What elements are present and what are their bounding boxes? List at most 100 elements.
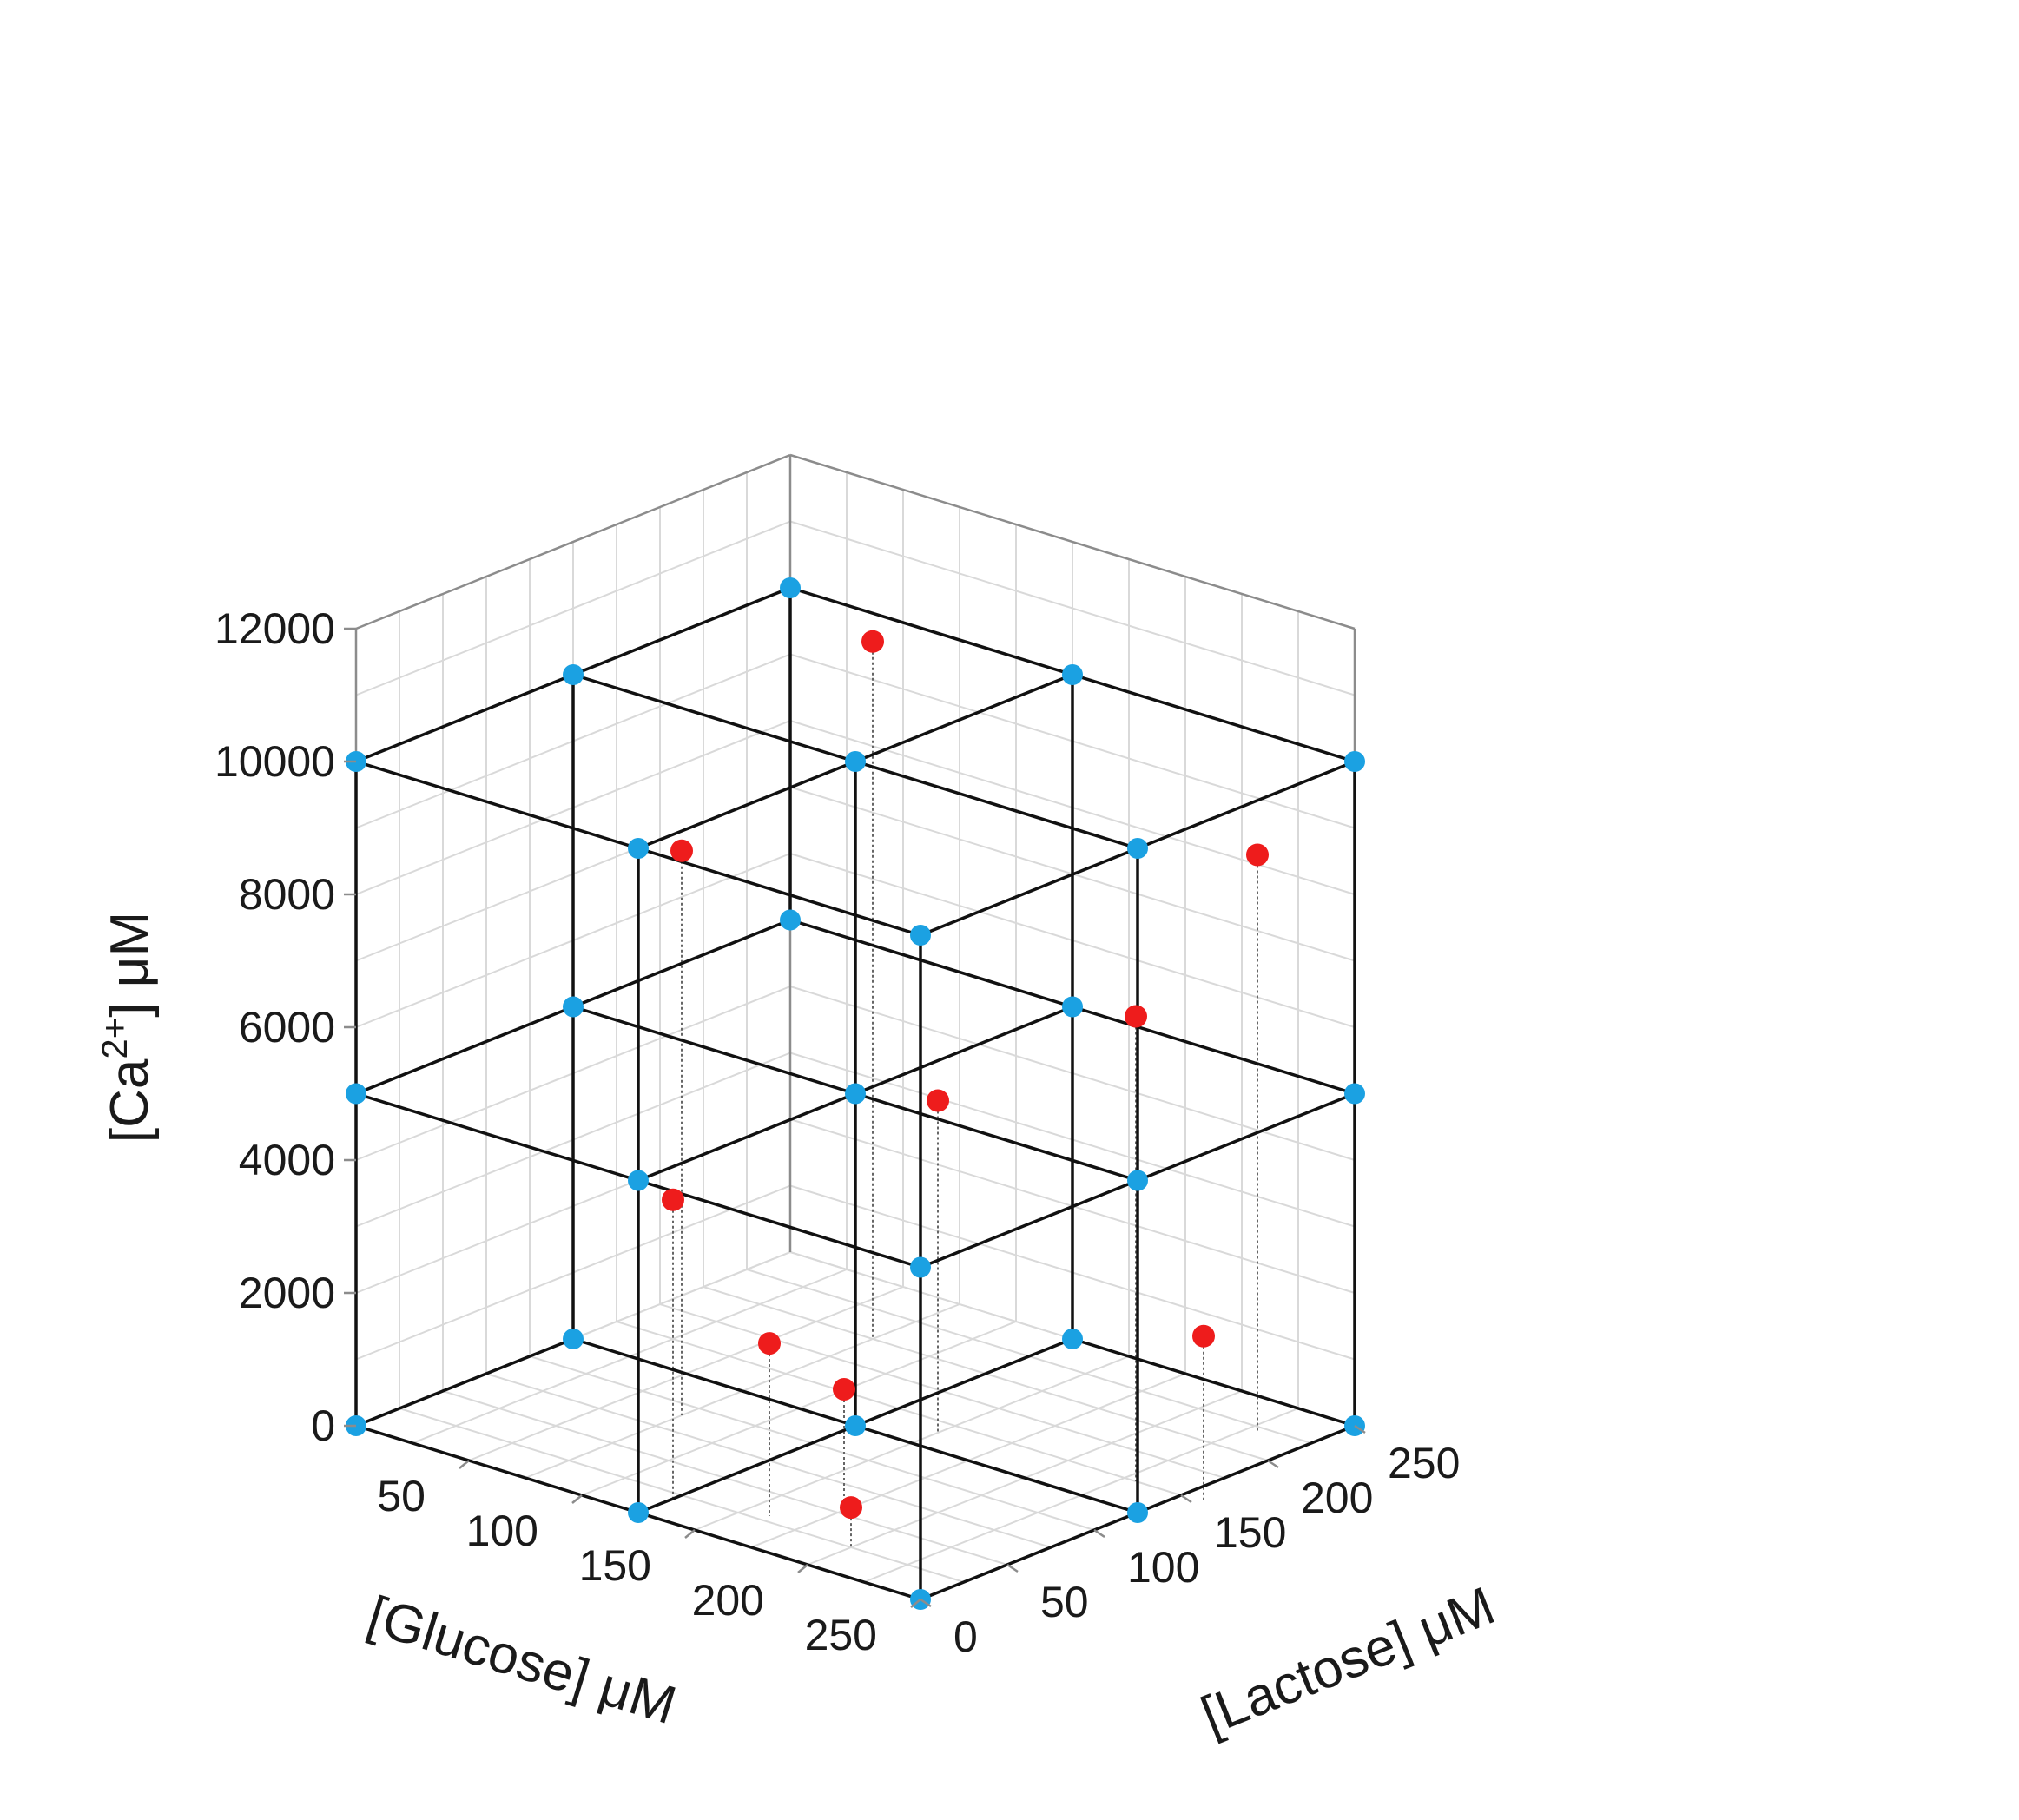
lattice-edge-lactose [355,673,574,763]
lattice-edge-glucose [789,586,1073,676]
lactose-tick-mark [1267,1459,1279,1469]
design-point [346,1083,366,1105]
tick-labels: 0200040006000800010000120005010015020025… [214,604,1460,1661]
glucose-tick-mark [459,1460,470,1469]
z-tick-label: 0 [311,1401,335,1450]
axis-box-edge [789,453,1356,630]
design-point [628,1170,649,1191]
glucose-tick-mark [797,1564,808,1573]
lattice-edge-lactose [1137,760,1356,850]
measured-point [927,1089,949,1112]
gridline-left-wall-horizontal [355,520,791,696]
lattice-edge-lactose [854,673,1073,763]
lattice-edge-glucose [854,1424,1138,1514]
lattice-edge-glucose [1072,1337,1356,1428]
design-point [845,1083,866,1105]
glucose-tick-label: 250 [805,1611,877,1659]
glucose-tick-label: 50 [377,1472,426,1520]
lactose-tick-mark [1093,1528,1105,1539]
lattice-edge-glucose [572,1005,856,1096]
lactose-tick-label: 50 [1040,1578,1089,1626]
measured-point [1246,843,1269,867]
design-point [780,577,801,598]
lactose-tick-label: 200 [1301,1474,1373,1522]
lactose-tick-label: 150 [1214,1508,1286,1557]
z-axis-title: [Ca2+] μM [94,912,160,1143]
lattice-edge-lactose [355,1005,574,1096]
lattice-edge-glucose [572,673,856,763]
design-point [1062,664,1083,685]
design-point [845,751,866,772]
lattice-edge-glucose [1072,673,1356,763]
glucose-tick-mark [684,1529,696,1539]
measured-points [662,630,1269,1520]
lattice-edge-glucose [637,847,921,937]
lattice-edge-glucose [355,760,639,850]
lattice-edge-glucose [637,1511,921,1601]
drop-lines [672,641,1258,1547]
lattice-edge-lactose [572,586,791,676]
z-tick-label: 2000 [239,1269,335,1317]
gridline-back-wall-horizontal [789,520,1356,696]
design-point [910,1256,931,1278]
z-tick-label: 10000 [214,737,335,786]
lactose-tick-label: 250 [1388,1439,1460,1487]
lattice-edge-lactose [854,1337,1073,1428]
design-point [910,925,931,946]
axis-box-edge [355,453,791,630]
lattice-edge-lactose [355,1337,574,1428]
design-point [1127,1170,1148,1191]
lattice-edge-glucose [1072,1005,1356,1096]
glucose-axis-title: [Glucose] μM [361,1586,683,1737]
measured-point [840,1496,862,1520]
lactose-tick-mark [1180,1494,1192,1504]
lattice-edge-lactose [637,760,856,850]
lattice-edge-glucose [854,1091,1138,1183]
design-point [845,1415,866,1436]
lattice-edge-lactose [1137,1424,1356,1514]
glucose-tick-mark [910,1599,921,1608]
design-point [563,1329,584,1349]
z-axis-title-superscript: 2+ [94,1018,135,1059]
lattice-edge-lactose [572,918,791,1009]
lattice-edge-lactose [1137,1091,1356,1183]
z-axis-title-prefix: [Ca [100,1058,160,1143]
lattice-edge-lactose [637,1424,856,1514]
measured-point [861,630,884,653]
lattice-edge-lactose [920,847,1138,937]
z-tick-label: 6000 [239,1003,335,1052]
lattice-edge-glucose [789,918,1073,1009]
lactose-tick-label: 100 [1127,1543,1199,1592]
lattice-edge-glucose [355,1424,639,1514]
glucose-tick-mark [571,1494,583,1504]
design-point [1062,1329,1083,1349]
lattice-edge-glucose [854,760,1138,850]
design-point [1127,1502,1148,1523]
measured-point [1192,1324,1215,1348]
measured-point [670,839,693,862]
z-tick-label: 12000 [214,604,335,653]
glucose-tick-label: 150 [579,1541,651,1590]
lattice-edge-glucose [637,1178,921,1269]
lattice-edge-glucose [572,1337,856,1428]
z-axis-title-suffix: ] μM [100,912,160,1018]
lattice-edge-lactose [920,1178,1138,1269]
design-point [628,838,649,859]
design-point [1344,751,1365,772]
lactose-tick-mark [1006,1563,1019,1573]
measured-point [1125,1005,1147,1028]
lactose-tick-label: 0 [953,1612,978,1661]
glucose-tick-label: 200 [692,1576,764,1625]
measured-point [662,1188,684,1211]
lactose-tick-mark [1354,1424,1366,1434]
measured-point [758,1332,781,1355]
design-point [1062,996,1083,1018]
lattice-edge-lactose [854,1005,1073,1096]
design-point [628,1502,649,1523]
design-point [1344,1083,1365,1105]
design-point [780,909,801,931]
lattice-edge-lactose [920,1511,1138,1601]
lactose-tick-mark [920,1598,932,1608]
